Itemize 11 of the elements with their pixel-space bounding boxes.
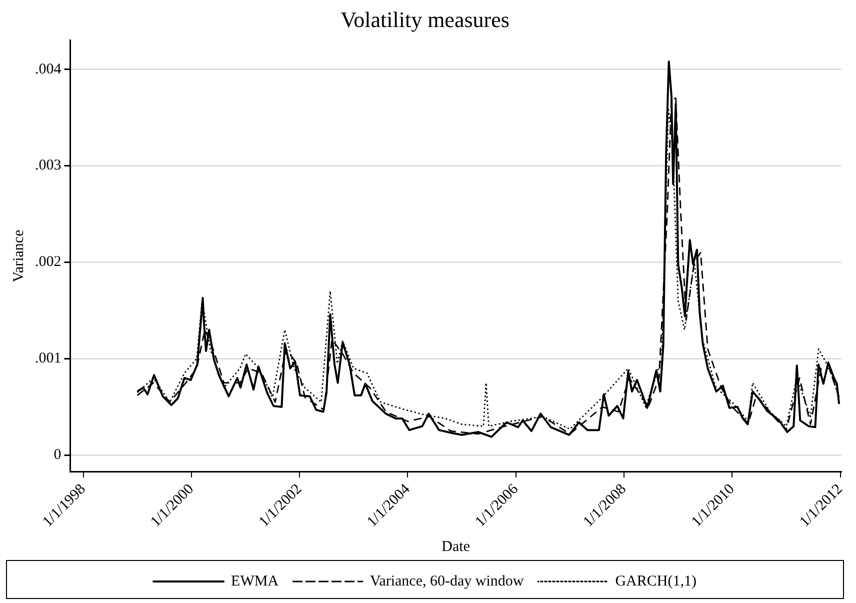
y-tick-label: .004: [35, 61, 62, 78]
legend-label: GARCH(1,1): [615, 573, 696, 590]
chart-title: Volatility measures: [340, 6, 510, 32]
y-tick-label: .003: [35, 158, 62, 174]
x-axis-title: Date: [442, 538, 470, 555]
y-tick-label: .001: [35, 350, 62, 367]
y-axis-title: Variance: [10, 229, 27, 282]
legend-label: Variance, 60-day window: [370, 573, 524, 590]
y-tick-label: 0: [54, 447, 62, 464]
y-tick-label: .002: [35, 254, 62, 270]
legend-label: EWMA: [231, 573, 279, 590]
